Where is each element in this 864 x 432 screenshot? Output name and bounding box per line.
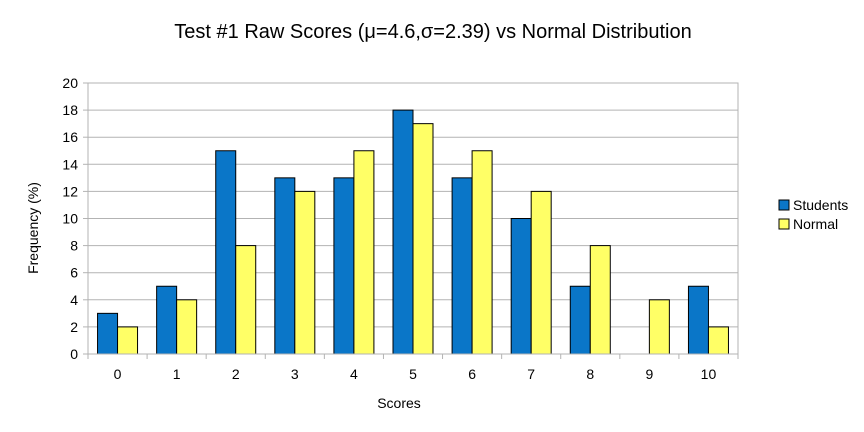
bar-normal-9 xyxy=(648,299,670,355)
bar-normal-2 xyxy=(235,245,257,355)
bar-students-4 xyxy=(333,177,355,355)
bar-normal-6 xyxy=(471,150,493,355)
y-tick-label: 14 xyxy=(62,156,78,172)
bar-students-1 xyxy=(156,285,178,355)
bar-normal-5 xyxy=(412,123,434,355)
y-tick-label: 0 xyxy=(70,346,78,362)
bar-normal-1 xyxy=(176,299,198,355)
bar-normal-3 xyxy=(294,190,316,355)
x-axis-label: Scores xyxy=(377,395,421,411)
x-tick-label: 4 xyxy=(350,366,358,382)
y-tick-label: 12 xyxy=(62,183,78,199)
x-tick-label: 3 xyxy=(291,366,299,382)
plot-frame xyxy=(87,82,739,355)
bar-normal-8 xyxy=(589,245,611,355)
bar-students-6 xyxy=(451,177,473,355)
x-tick-label: 5 xyxy=(409,366,417,382)
legend: Students Normal xyxy=(778,197,848,232)
y-tick-label: 2 xyxy=(70,319,78,335)
y-axis-label: Frequency (%) xyxy=(25,182,41,274)
bar-students-5 xyxy=(392,109,414,355)
legend-swatch-students xyxy=(778,199,790,211)
legend-label-students: Students xyxy=(793,197,848,213)
bar-normal-0 xyxy=(117,326,139,355)
chart-title: Test #1 Raw Scores (μ=4.6,σ=2.39) vs Nor… xyxy=(174,21,691,43)
bar-students-3 xyxy=(274,177,296,355)
legend-label-normal: Normal xyxy=(793,216,838,232)
y-tick-label: 18 xyxy=(62,102,78,118)
bar-students-7 xyxy=(510,218,532,355)
legend-swatch-normal xyxy=(778,218,790,230)
x-tick-label: 2 xyxy=(232,366,240,382)
y-tick-label: 20 xyxy=(62,75,78,91)
bar-students-10 xyxy=(687,285,709,355)
y-tick-label: 10 xyxy=(62,211,78,227)
bar-normal-4 xyxy=(353,150,375,355)
x-tick-label: 6 xyxy=(468,366,476,382)
x-tick-label: 7 xyxy=(527,366,535,382)
y-tick-label: 16 xyxy=(62,129,78,145)
bar-normal-7 xyxy=(530,190,552,355)
x-tick-label: 1 xyxy=(173,366,181,382)
y-tick-label: 6 xyxy=(70,265,78,281)
y-tick-label: 8 xyxy=(70,238,78,254)
bar-students-2 xyxy=(215,150,237,355)
x-tick-label: 9 xyxy=(645,366,653,382)
bar-students-0 xyxy=(97,312,119,355)
bar-students-8 xyxy=(569,285,591,355)
x-tick-label: 10 xyxy=(701,366,717,382)
x-tick-label: 8 xyxy=(586,366,594,382)
bar-normal-10 xyxy=(707,326,729,355)
x-tick-label: 0 xyxy=(114,366,122,382)
y-tick-label: 4 xyxy=(70,292,78,308)
